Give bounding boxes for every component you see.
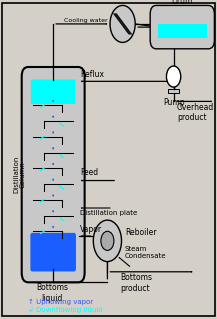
Text: ↲ Downflowing liquid: ↲ Downflowing liquid [28,307,103,313]
Text: Reflux: Reflux [80,70,104,79]
Text: ↑ Upflowing vapor: ↑ Upflowing vapor [28,298,93,305]
Circle shape [93,220,122,262]
FancyBboxPatch shape [150,5,214,49]
Text: Reflux
Drum: Reflux Drum [170,0,194,6]
Circle shape [110,5,135,42]
Text: Vapor: Vapor [80,226,102,234]
FancyBboxPatch shape [22,67,85,282]
Text: Bottoms
liquid: Bottoms liquid [36,283,68,303]
Circle shape [101,231,114,250]
Text: Reboiler: Reboiler [125,228,156,237]
Text: Overhead
product: Overhead product [177,103,214,122]
FancyBboxPatch shape [30,233,76,271]
Text: Steam
Condensate: Steam Condensate [125,246,166,259]
Text: Feed: Feed [80,168,99,177]
Bar [158,24,207,38]
Text: Bottoms
product: Bottoms product [120,273,152,293]
Text: Condenser: Condenser [102,0,143,2]
Text: Pump: Pump [163,98,184,107]
Text: Cooling water: Cooling water [64,18,108,23]
Text: Distillation
Column: Distillation Column [13,156,26,193]
FancyBboxPatch shape [31,79,76,104]
Text: Distillation plate: Distillation plate [80,210,138,216]
Bar [168,89,179,93]
Circle shape [166,66,181,87]
